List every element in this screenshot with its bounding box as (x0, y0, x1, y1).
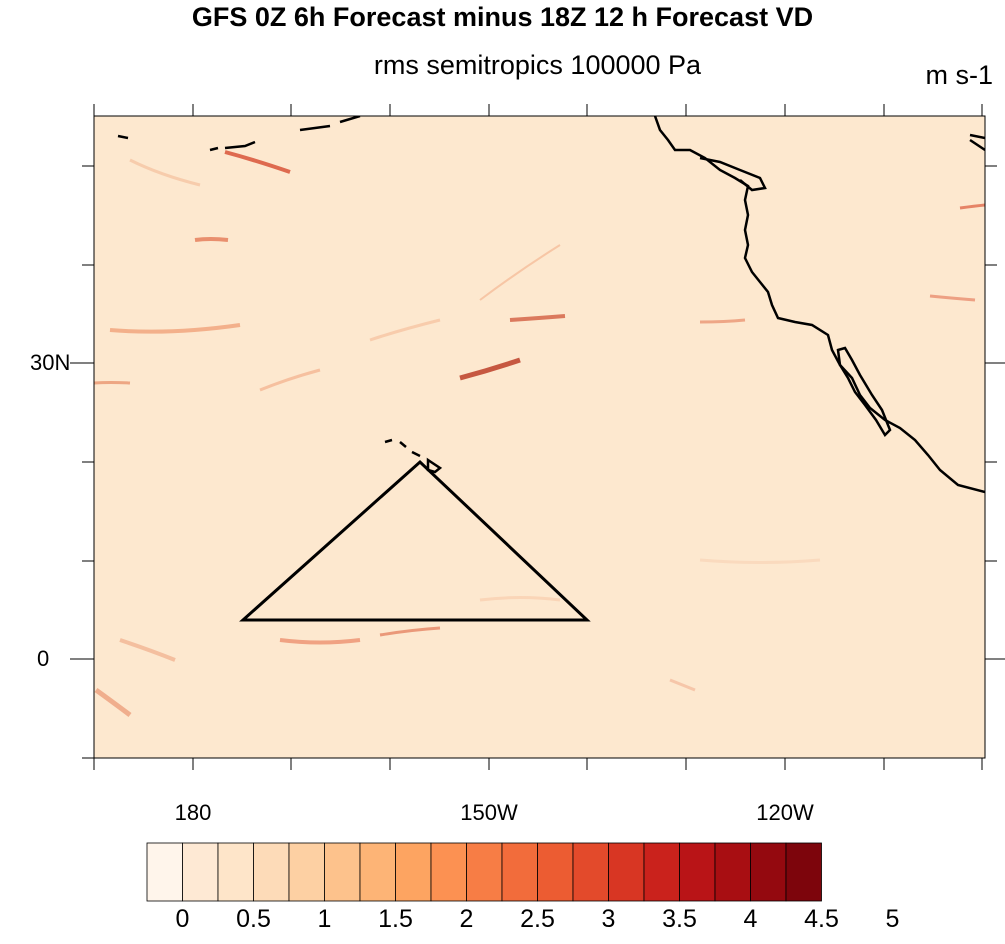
colorbar-box (466, 842, 503, 902)
axis-ticks (70, 104, 1005, 770)
lat-label-0: 0 (37, 646, 50, 671)
colorbar-box (501, 842, 538, 902)
lon-label-150w: 150W (460, 800, 518, 825)
colorbar-tick-label: 4.5 (804, 905, 839, 933)
colorbar-box (643, 842, 680, 902)
colorbar-box (785, 842, 822, 902)
colorbar-box (182, 842, 219, 902)
colorbar-box (572, 842, 609, 902)
coastlines (117, 116, 985, 494)
colorbar-tick-label: 3.5 (662, 905, 697, 933)
colorbar (146, 842, 822, 902)
colorbar-box (750, 842, 787, 902)
colorbar-tick-label: 3 (601, 905, 616, 933)
map-frame (93, 115, 986, 759)
map-field (94, 116, 985, 758)
colorbar-box (679, 842, 716, 902)
colorbar-box (253, 842, 290, 902)
colorbar-tick-label: 0.5 (236, 905, 271, 933)
colorbar-box (288, 842, 325, 902)
units-label: m s-1 (925, 60, 994, 90)
colorbar-box (714, 842, 751, 902)
colorbar-tick-label: 4 (743, 905, 758, 933)
colorbar-box (146, 842, 183, 902)
colorbar-tick-label: 1 (317, 905, 332, 933)
colorbar-box (537, 842, 574, 902)
colorbar-box (608, 842, 645, 902)
colorbar-tick-label: 0 (175, 905, 190, 933)
colorbar-tick-label: 2 (459, 905, 474, 933)
colorbar-box (395, 842, 432, 902)
map-title: GFS 0Z 6h Forecast minus 18Z 12 h Foreca… (191, 2, 814, 32)
lat-label-30n: 30N (30, 350, 71, 375)
colorbar-box (324, 842, 361, 902)
field-streaks (94, 150, 985, 718)
colorbar-tick-label: 5 (885, 905, 900, 933)
map-subtitle: rms semitropics 100000 Pa (373, 50, 702, 80)
lon-label-180: 180 (174, 800, 212, 825)
colorbar-box (217, 842, 254, 902)
colorbar-tick-label: 2.5 (520, 905, 555, 933)
colorbar-tick-label: 1.5 (378, 905, 413, 933)
colorbar-box (359, 842, 396, 902)
region-outline (239, 459, 591, 622)
colorbar-box (430, 842, 467, 902)
lon-label-120w: 120W (756, 800, 814, 825)
